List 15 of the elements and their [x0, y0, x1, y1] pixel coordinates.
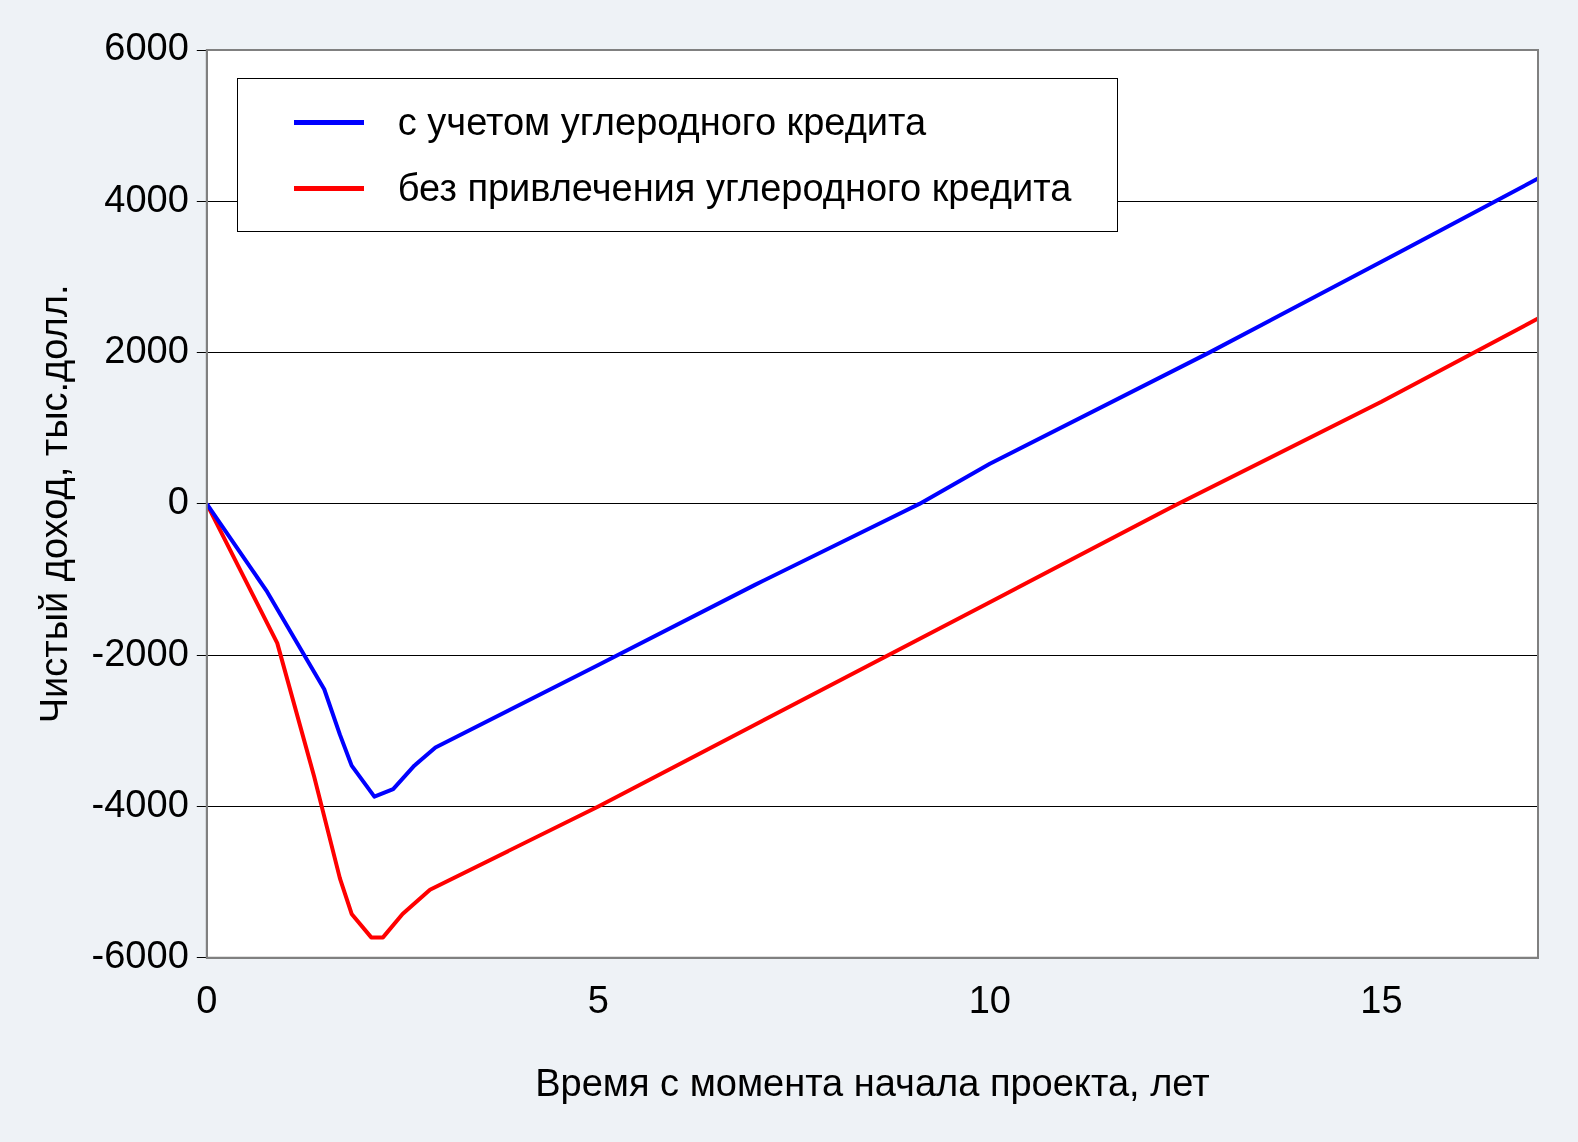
y-tick-label: -6000: [91, 934, 189, 977]
legend-label: без привлечения углеродного кредита: [397, 166, 1072, 210]
x-axis-title: Время с момента начала проекта, лет: [535, 1061, 1210, 1104]
y-axis-title: Чистый доход, тыс.долл.: [33, 284, 76, 724]
legend-label: с учетом углеродного кредита: [397, 100, 927, 144]
y-tick-label: 0: [167, 480, 189, 523]
x-tick-label: 5: [587, 979, 609, 1022]
y-tick-label: 6000: [104, 26, 189, 69]
y-tick-label: -4000: [91, 782, 189, 825]
y-tick-label: 4000: [104, 177, 189, 220]
y-tick-label: 2000: [104, 329, 189, 372]
x-tick-label: 10: [968, 979, 1011, 1022]
x-tick-label: 0: [196, 979, 218, 1022]
y-tick-label: -2000: [91, 631, 189, 674]
x-tick-label: 15: [1360, 979, 1403, 1022]
